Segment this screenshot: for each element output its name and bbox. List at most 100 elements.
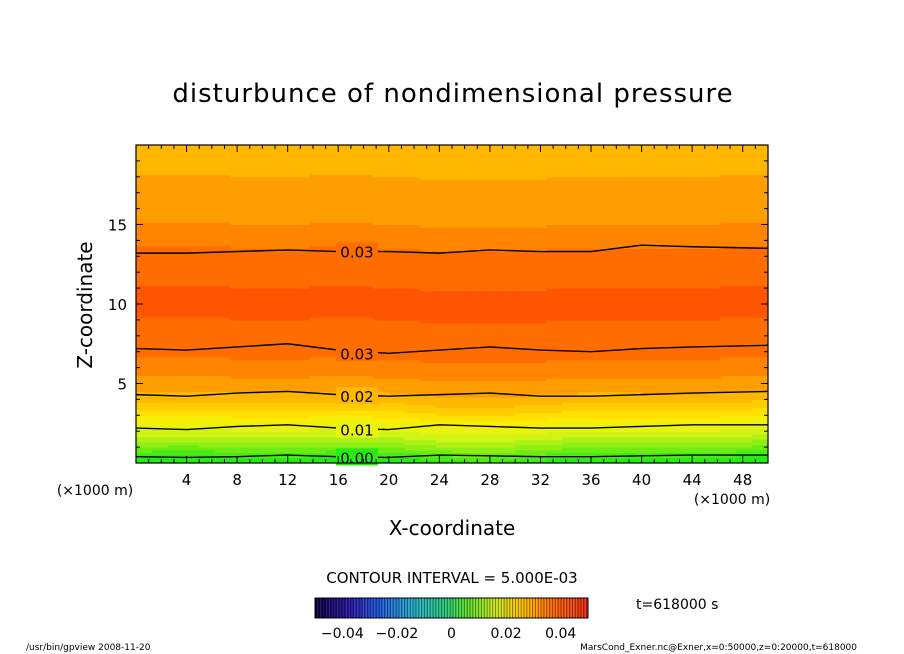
contour-cell [704,205,722,210]
contour-cell [531,460,548,463]
contour-cell [452,224,469,228]
contour-cell [183,357,200,361]
contour-cell [657,396,674,400]
contour-cell [309,298,327,302]
contour-cell [420,243,437,247]
contour-cell [452,298,469,302]
contour-cell [641,150,658,154]
contour-cell [136,216,153,220]
contour-cell [373,290,390,294]
contour-cell [215,343,232,347]
contour-cell [373,428,390,432]
contour-cell [641,237,658,241]
contour-line [136,390,768,397]
contour-cell [625,290,643,294]
contour-cell [309,264,327,268]
contour-cell [562,261,579,265]
contour-cell [246,171,263,175]
contour-cell [578,314,595,318]
contour-cell [531,364,548,369]
contour-cell [499,251,516,255]
contour-cell [215,216,232,220]
contour-cell [467,248,485,252]
contour-cell [388,357,406,361]
contour-cell [373,187,390,191]
contour-cell [610,364,627,369]
contour-cell [215,388,232,393]
contour-cell [483,274,500,279]
contour-cell [436,282,453,287]
contour-cell [294,319,311,324]
contour-cell [420,335,437,340]
contour-cell [752,293,768,297]
contour-cell [689,232,706,236]
contour-cell [720,174,737,178]
contour-cell [183,333,200,337]
contour-cell [420,168,437,173]
contour-cell [594,327,611,332]
contour-cell [183,243,200,247]
contour-cell [610,412,627,416]
contour-cell [309,380,327,385]
contour-cell [436,213,453,218]
contour-cell [452,235,469,239]
contour-cell [499,168,516,173]
contour-cell [689,187,706,191]
contour-cell [720,322,737,326]
contour-cell [467,431,485,435]
contour-cell [388,227,406,231]
contour-cell [594,190,611,194]
contour-cell [594,211,611,215]
contour-cell [610,219,627,223]
contour-cell [262,264,279,268]
contour-cell [499,216,516,220]
contour-cell [357,232,374,236]
contour-cell [467,155,485,159]
contour-cell [294,425,311,430]
contour-cell [294,261,311,265]
contour-cell [531,386,548,390]
contour-cell [230,375,248,379]
contour-cell [373,399,390,403]
contour-cell [657,176,674,181]
contour-cell [325,274,342,279]
contour-cell [594,256,611,260]
contour-cell [673,293,690,297]
contour-cell [325,171,342,175]
contour-cell [736,396,753,400]
contour-cell [657,190,674,194]
contour-cell [373,420,390,424]
contour-cell [420,221,437,226]
contour-cell [625,394,643,398]
contour-cell [373,269,390,273]
contour-cell [752,404,768,408]
contour-cell [215,190,232,194]
contour-cell [594,293,611,297]
contour-cell [420,182,437,186]
contour-cell [467,460,485,463]
contour-cell [704,272,722,276]
contour-cell [246,428,263,432]
contour-cell [404,396,421,400]
contour-cell [673,163,690,167]
contour-cell [467,388,485,393]
contour-cell [546,176,564,181]
contour-cell [578,357,595,361]
contour-cell [309,388,327,393]
contour-cell [294,306,311,310]
contour-cell [531,176,548,181]
contour-cell [136,335,153,340]
contour-cell [562,306,579,310]
contour-cell [546,370,564,374]
contour-cell [215,145,232,149]
contour-cell [562,166,579,170]
contour-cell [309,370,327,374]
contour-cell [483,417,500,422]
contour-cell [594,357,611,361]
contour-cell [325,359,342,363]
contour-cell [199,258,216,263]
contour-cell [594,359,611,363]
contour-cell [515,357,532,361]
contour-cell [689,219,706,223]
contour-cell [452,176,469,181]
